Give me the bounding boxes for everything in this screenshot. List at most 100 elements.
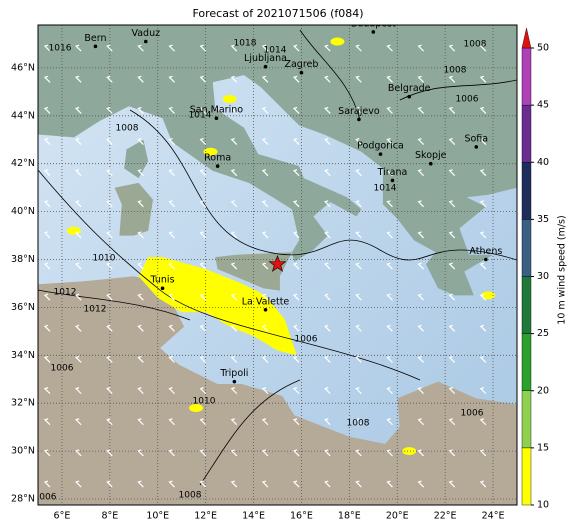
colorbar-tick-label: 50 xyxy=(537,43,549,54)
wind-barb xyxy=(355,200,362,208)
isobar-label: 1008 xyxy=(444,66,467,76)
colorbar-tick-label: 30 xyxy=(537,271,549,282)
wind-barb xyxy=(479,137,487,145)
wind-barb xyxy=(230,355,238,363)
wind-barb xyxy=(168,137,175,145)
wind-barb xyxy=(137,44,144,52)
wind-barb xyxy=(168,387,175,395)
wind-barb xyxy=(448,355,456,363)
location-star xyxy=(268,254,287,272)
wind-barb xyxy=(106,355,113,363)
lat-tick-label: 44°N xyxy=(11,110,35,121)
wind-barb xyxy=(230,293,238,301)
wind-barb xyxy=(479,75,487,83)
colorbar-segment xyxy=(521,333,532,391)
wind-barb xyxy=(168,262,175,270)
city-marker xyxy=(474,145,479,149)
colorbar-tick-label: 15 xyxy=(537,442,549,453)
city-label: Bern xyxy=(84,33,106,44)
wind-barb xyxy=(137,418,144,426)
colorbar-tick-label: 35 xyxy=(537,214,549,225)
city-marker xyxy=(263,307,268,312)
wind-barb xyxy=(43,75,51,83)
city-marker xyxy=(160,286,165,291)
city-label: Tunis xyxy=(150,275,175,286)
city-label: Sarajevo xyxy=(338,106,380,117)
city-label: Athens xyxy=(469,246,502,257)
wind-barb xyxy=(74,137,82,145)
wind-barb xyxy=(137,169,144,177)
wind-barb xyxy=(355,355,362,363)
wind-barb xyxy=(419,14,424,20)
wind-barb xyxy=(168,449,175,457)
wind-barb xyxy=(199,418,207,426)
wind-barb xyxy=(43,169,51,177)
wind-barb xyxy=(106,387,113,395)
city-label: Sofia xyxy=(464,133,488,144)
colorbar-tick-label: 45 xyxy=(537,100,549,111)
wind-barb xyxy=(386,137,393,145)
wind-barb xyxy=(292,355,300,363)
wind-barb xyxy=(261,355,269,363)
city-marker xyxy=(407,94,412,99)
lon-tick-label: 8°E xyxy=(101,511,118,522)
wind-barb xyxy=(106,449,113,457)
wind-barb xyxy=(479,200,487,208)
city-marker xyxy=(214,116,219,120)
land xyxy=(38,25,517,296)
land xyxy=(38,276,517,505)
wind-barb xyxy=(417,480,425,488)
wind-barb xyxy=(261,44,269,52)
city-label: Tirana xyxy=(377,167,408,178)
wind-barb xyxy=(168,169,175,177)
wind-barb xyxy=(417,169,425,177)
wind-barb xyxy=(230,106,238,114)
colorbar-segment xyxy=(521,447,532,506)
wind-barb xyxy=(292,418,300,426)
wind-barb xyxy=(324,449,331,457)
wind-barb xyxy=(479,480,487,488)
city-marker xyxy=(371,30,376,34)
wind-barb xyxy=(448,262,456,270)
colorbar-label: 10 m wind speed (m/s) xyxy=(557,215,568,324)
isobar-label: 1018 xyxy=(234,39,257,49)
wind-barb xyxy=(386,262,393,270)
wind-barb xyxy=(448,449,456,457)
wind-barb xyxy=(230,449,238,457)
isobar-label: 1008 xyxy=(116,124,139,134)
wind-barb xyxy=(43,106,51,114)
wind-barb xyxy=(355,44,362,52)
isobar-label: 1008 xyxy=(347,419,370,429)
wind-area xyxy=(138,257,297,356)
city-marker xyxy=(143,39,148,44)
wind-barb xyxy=(230,44,238,52)
wind-barb xyxy=(450,14,455,20)
isobar-label: 1006 xyxy=(456,95,479,105)
wind-barb xyxy=(324,200,331,208)
city-label: Zagreb xyxy=(284,59,318,70)
wind-barb xyxy=(417,231,425,239)
wind-barb xyxy=(448,106,456,114)
city-label: Tripoli xyxy=(219,368,248,379)
wind-barb xyxy=(106,418,113,426)
wind-barb xyxy=(355,75,362,83)
isobar-label: 1012 xyxy=(54,288,77,298)
wind-barb xyxy=(106,200,113,208)
colorbar-tick-label: 40 xyxy=(537,157,549,168)
wind-barb xyxy=(137,387,144,395)
wind-barb xyxy=(261,262,269,270)
wind-barb xyxy=(261,324,269,332)
wind-barb xyxy=(168,324,175,332)
wind-barb xyxy=(107,14,112,20)
wind-barb xyxy=(199,231,207,239)
wind-barb xyxy=(168,75,175,83)
isobar-label: 1014 xyxy=(374,184,397,194)
lat-tick-label: 40°N xyxy=(11,206,35,217)
wind-barb xyxy=(106,480,113,488)
wind-barb xyxy=(386,355,393,363)
wind-barb xyxy=(386,44,393,52)
wind-barb xyxy=(106,44,113,52)
wind-barb xyxy=(292,262,300,270)
wind-barb xyxy=(74,169,82,177)
wind-barb xyxy=(74,44,82,52)
